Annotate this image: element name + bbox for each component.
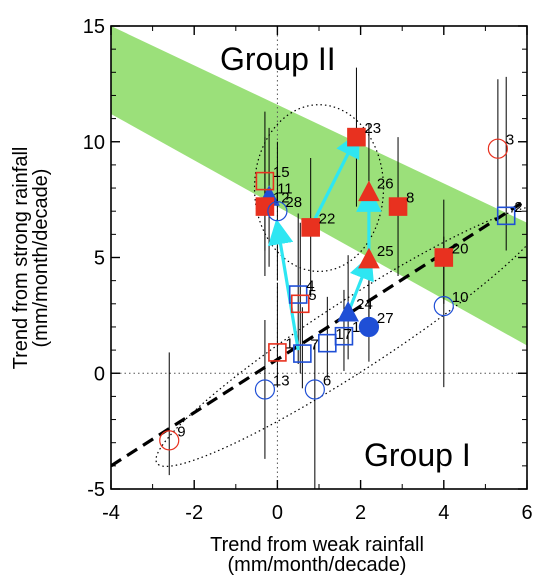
point-2 <box>496 206 516 226</box>
y-tick-label: 15 <box>83 16 105 38</box>
point-label-26: 26 <box>377 176 394 193</box>
point-9 <box>159 430 180 451</box>
point-12 <box>255 197 275 216</box>
point-label-5: 5 <box>308 287 316 304</box>
point-label-8: 8 <box>406 190 414 207</box>
point-label-3: 3 <box>506 132 514 149</box>
point-label-7: 7 <box>310 337 318 354</box>
point-label-27: 27 <box>377 310 394 327</box>
point-24 <box>337 300 359 322</box>
point-17 <box>318 333 337 353</box>
y-tick-label: -5 <box>87 479 105 501</box>
point-label-4: 4 <box>306 278 314 295</box>
arrow-2 <box>309 131 360 229</box>
x-tick-label: 2 <box>355 502 366 524</box>
point-3 <box>487 138 508 159</box>
point-label-6: 6 <box>323 372 331 389</box>
y-tick-label: 0 <box>94 363 105 385</box>
point-label-2: 2 <box>514 199 522 216</box>
point-6 <box>304 379 325 400</box>
point-26 <box>358 180 380 202</box>
point-label-20: 20 <box>452 241 469 258</box>
x-tick-label: 0 <box>272 502 283 524</box>
point-22 <box>301 218 320 237</box>
x-tick-label: -4 <box>102 502 120 524</box>
y-axis-title-line1: Trend from strong rainfall <box>10 147 32 370</box>
point-label-9: 9 <box>177 423 185 440</box>
point-23 <box>347 127 366 147</box>
point-13 <box>254 379 276 400</box>
x-tick-label: -2 <box>185 502 203 524</box>
point-label-12: 12 <box>273 190 290 207</box>
point-label-11: 11 <box>277 180 293 197</box>
x-axis-title-line1: Trend from weak rainfall <box>210 534 424 556</box>
y-axis-title-line2: (mm/month/decade) <box>30 169 52 348</box>
point-label-17: 17 <box>335 326 352 343</box>
point-8 <box>388 197 408 216</box>
point-label-28: 28 <box>285 194 302 211</box>
point-label-24: 24 <box>356 296 373 313</box>
y-tick-label: 5 <box>94 248 105 270</box>
point-label-13: 13 <box>273 372 290 389</box>
group-i-ellipse <box>155 205 527 467</box>
point-25 <box>358 247 380 269</box>
group-i-label: Group I <box>364 437 471 473</box>
x-axis-title-line2: (mm/month/decade) <box>228 554 407 576</box>
arrow-3 <box>346 253 374 314</box>
arrow-1 <box>267 218 300 351</box>
point-7 <box>293 344 312 363</box>
point-label-10: 10 <box>452 289 469 306</box>
point-1 <box>268 343 287 362</box>
point-20 <box>434 248 454 267</box>
point-27 <box>358 316 380 338</box>
point-28 <box>267 201 288 222</box>
point-15 <box>255 171 275 191</box>
point-5 <box>290 294 310 314</box>
x-tick-label: 6 <box>521 502 532 524</box>
trend-line <box>111 198 527 468</box>
point-label-15: 15 <box>273 164 290 181</box>
point-label-1: 1 <box>285 335 293 352</box>
point-label-22: 22 <box>319 210 336 227</box>
group-ii-label: Group II <box>220 41 336 77</box>
point-label-23: 23 <box>364 120 381 137</box>
x-tick-label: 4 <box>438 502 449 524</box>
point-label-25: 25 <box>377 243 394 260</box>
point-10 <box>433 296 454 317</box>
y-tick-label: 10 <box>83 132 105 154</box>
